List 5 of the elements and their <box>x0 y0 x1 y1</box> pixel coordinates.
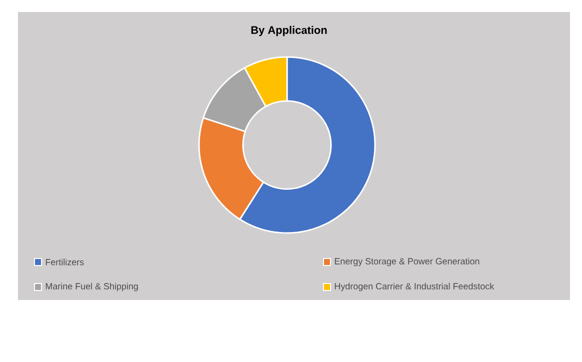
chart-title: By Application <box>251 26 327 36</box>
legend-label: Hydrogen Carrier & Industrial Feedstock <box>334 282 494 292</box>
legend-label: Energy Storage & Power Generation <box>334 258 480 266</box>
legend-label: Marine Fuel & Shipping <box>46 282 138 292</box>
legend-label: Fertilizers <box>46 258 84 266</box>
